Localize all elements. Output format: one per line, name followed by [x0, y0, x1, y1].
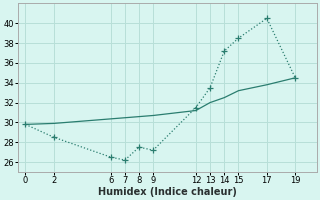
X-axis label: Humidex (Indice chaleur): Humidex (Indice chaleur) — [98, 187, 237, 197]
